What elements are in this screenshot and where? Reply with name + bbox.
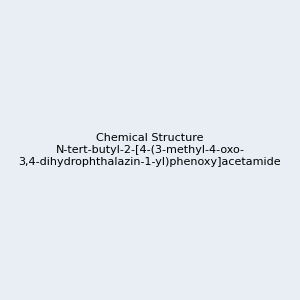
Text: Chemical Structure
N-tert-butyl-2-[4-(3-methyl-4-oxo-
3,4-dihydrophthalazin-1-yl: Chemical Structure N-tert-butyl-2-[4-(3-…	[19, 134, 281, 166]
